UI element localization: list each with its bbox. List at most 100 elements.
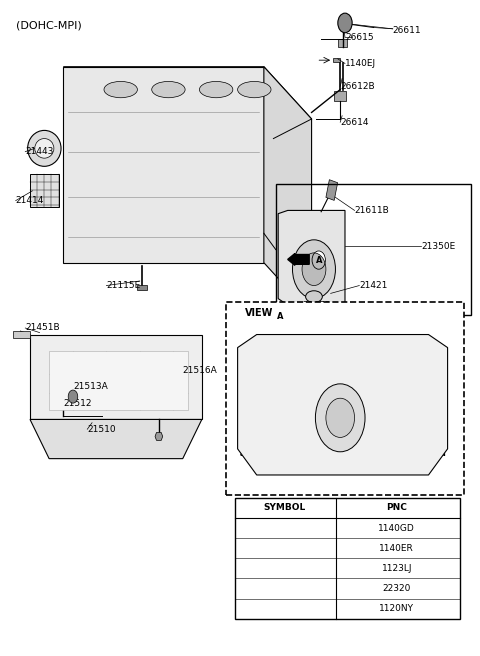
Text: a: a: [282, 523, 287, 533]
Text: 26612B: 26612B: [340, 82, 375, 91]
Text: VIEW: VIEW: [245, 308, 273, 318]
Text: c: c: [317, 338, 321, 344]
Text: a: a: [441, 451, 445, 457]
Text: c: c: [282, 564, 287, 573]
Text: d: d: [373, 336, 379, 342]
Circle shape: [68, 390, 78, 403]
Text: 21510: 21510: [87, 424, 116, 434]
Circle shape: [279, 601, 290, 617]
Circle shape: [313, 334, 324, 350]
Bar: [276, 184, 471, 315]
Circle shape: [302, 253, 326, 285]
Polygon shape: [155, 432, 163, 440]
Text: 21115E: 21115E: [107, 281, 141, 290]
Text: 1123LJ: 1123LJ: [382, 564, 412, 573]
Circle shape: [437, 348, 448, 363]
Text: b: b: [412, 451, 417, 457]
Polygon shape: [333, 58, 340, 62]
Circle shape: [292, 240, 336, 298]
Text: b: b: [412, 395, 417, 401]
Text: 22320: 22320: [383, 584, 411, 593]
Circle shape: [312, 251, 325, 269]
Ellipse shape: [306, 291, 323, 302]
Text: 21414: 21414: [16, 196, 44, 205]
Ellipse shape: [199, 81, 233, 98]
Circle shape: [279, 581, 290, 596]
Bar: [137, 285, 147, 290]
Circle shape: [338, 13, 352, 33]
Text: 21451B: 21451B: [25, 323, 60, 333]
Text: 21350E: 21350E: [421, 242, 456, 251]
Circle shape: [370, 331, 382, 346]
Ellipse shape: [152, 81, 185, 98]
Text: 26615: 26615: [345, 33, 373, 42]
Text: 1140EJ: 1140EJ: [345, 59, 376, 68]
Polygon shape: [63, 67, 264, 262]
Circle shape: [279, 541, 290, 556]
Text: b: b: [268, 423, 274, 429]
Bar: [326, 180, 337, 200]
Circle shape: [404, 461, 415, 476]
Ellipse shape: [104, 81, 137, 98]
Text: e: e: [282, 604, 287, 613]
Polygon shape: [30, 335, 202, 419]
Text: b: b: [268, 451, 274, 457]
Polygon shape: [238, 335, 447, 475]
Circle shape: [408, 390, 420, 405]
Text: 26614: 26614: [340, 117, 369, 127]
Circle shape: [342, 334, 353, 350]
Circle shape: [274, 307, 287, 325]
Circle shape: [237, 446, 248, 462]
Circle shape: [315, 384, 365, 452]
Circle shape: [237, 348, 248, 363]
Circle shape: [437, 446, 448, 462]
Text: e: e: [436, 380, 441, 386]
Text: 21516A: 21516A: [183, 366, 217, 375]
Circle shape: [279, 560, 290, 576]
Ellipse shape: [35, 138, 54, 158]
Circle shape: [265, 390, 277, 405]
Text: 21513A: 21513A: [73, 382, 108, 391]
Text: c: c: [345, 338, 349, 344]
Ellipse shape: [28, 131, 61, 167]
Circle shape: [326, 398, 355, 438]
Text: A: A: [315, 256, 322, 264]
Polygon shape: [278, 211, 345, 305]
Bar: [226, 302, 464, 495]
Text: a: a: [240, 395, 245, 401]
Text: 21611B: 21611B: [355, 206, 389, 215]
Circle shape: [432, 376, 444, 392]
Text: 21443: 21443: [25, 147, 54, 156]
Text: b: b: [282, 544, 288, 553]
Text: a: a: [240, 352, 245, 359]
Text: a: a: [441, 352, 445, 359]
Text: 1140GD: 1140GD: [378, 523, 415, 533]
Circle shape: [265, 418, 277, 434]
Circle shape: [265, 446, 277, 462]
Ellipse shape: [238, 81, 271, 98]
Circle shape: [298, 314, 303, 322]
FancyArrow shape: [288, 253, 309, 265]
Polygon shape: [264, 67, 312, 315]
Text: a: a: [441, 395, 445, 401]
Text: b: b: [268, 395, 274, 401]
Text: 1120NY: 1120NY: [379, 604, 414, 613]
Bar: [338, 39, 348, 47]
Circle shape: [237, 390, 248, 405]
Text: (DOHC-MPI): (DOHC-MPI): [16, 21, 82, 31]
Text: 21512: 21512: [63, 399, 92, 407]
Text: b: b: [407, 466, 412, 472]
Bar: [335, 91, 347, 100]
Text: A: A: [277, 312, 284, 321]
Circle shape: [408, 418, 420, 434]
Polygon shape: [30, 174, 59, 207]
Text: PNC: PNC: [386, 503, 407, 512]
Circle shape: [408, 446, 420, 462]
Text: 21473: 21473: [302, 300, 331, 310]
Circle shape: [437, 390, 448, 405]
Text: a: a: [240, 451, 245, 457]
Polygon shape: [63, 67, 312, 119]
Text: 26611: 26611: [393, 26, 421, 35]
Text: 21421: 21421: [360, 281, 388, 290]
Text: 1140ER: 1140ER: [379, 544, 414, 553]
